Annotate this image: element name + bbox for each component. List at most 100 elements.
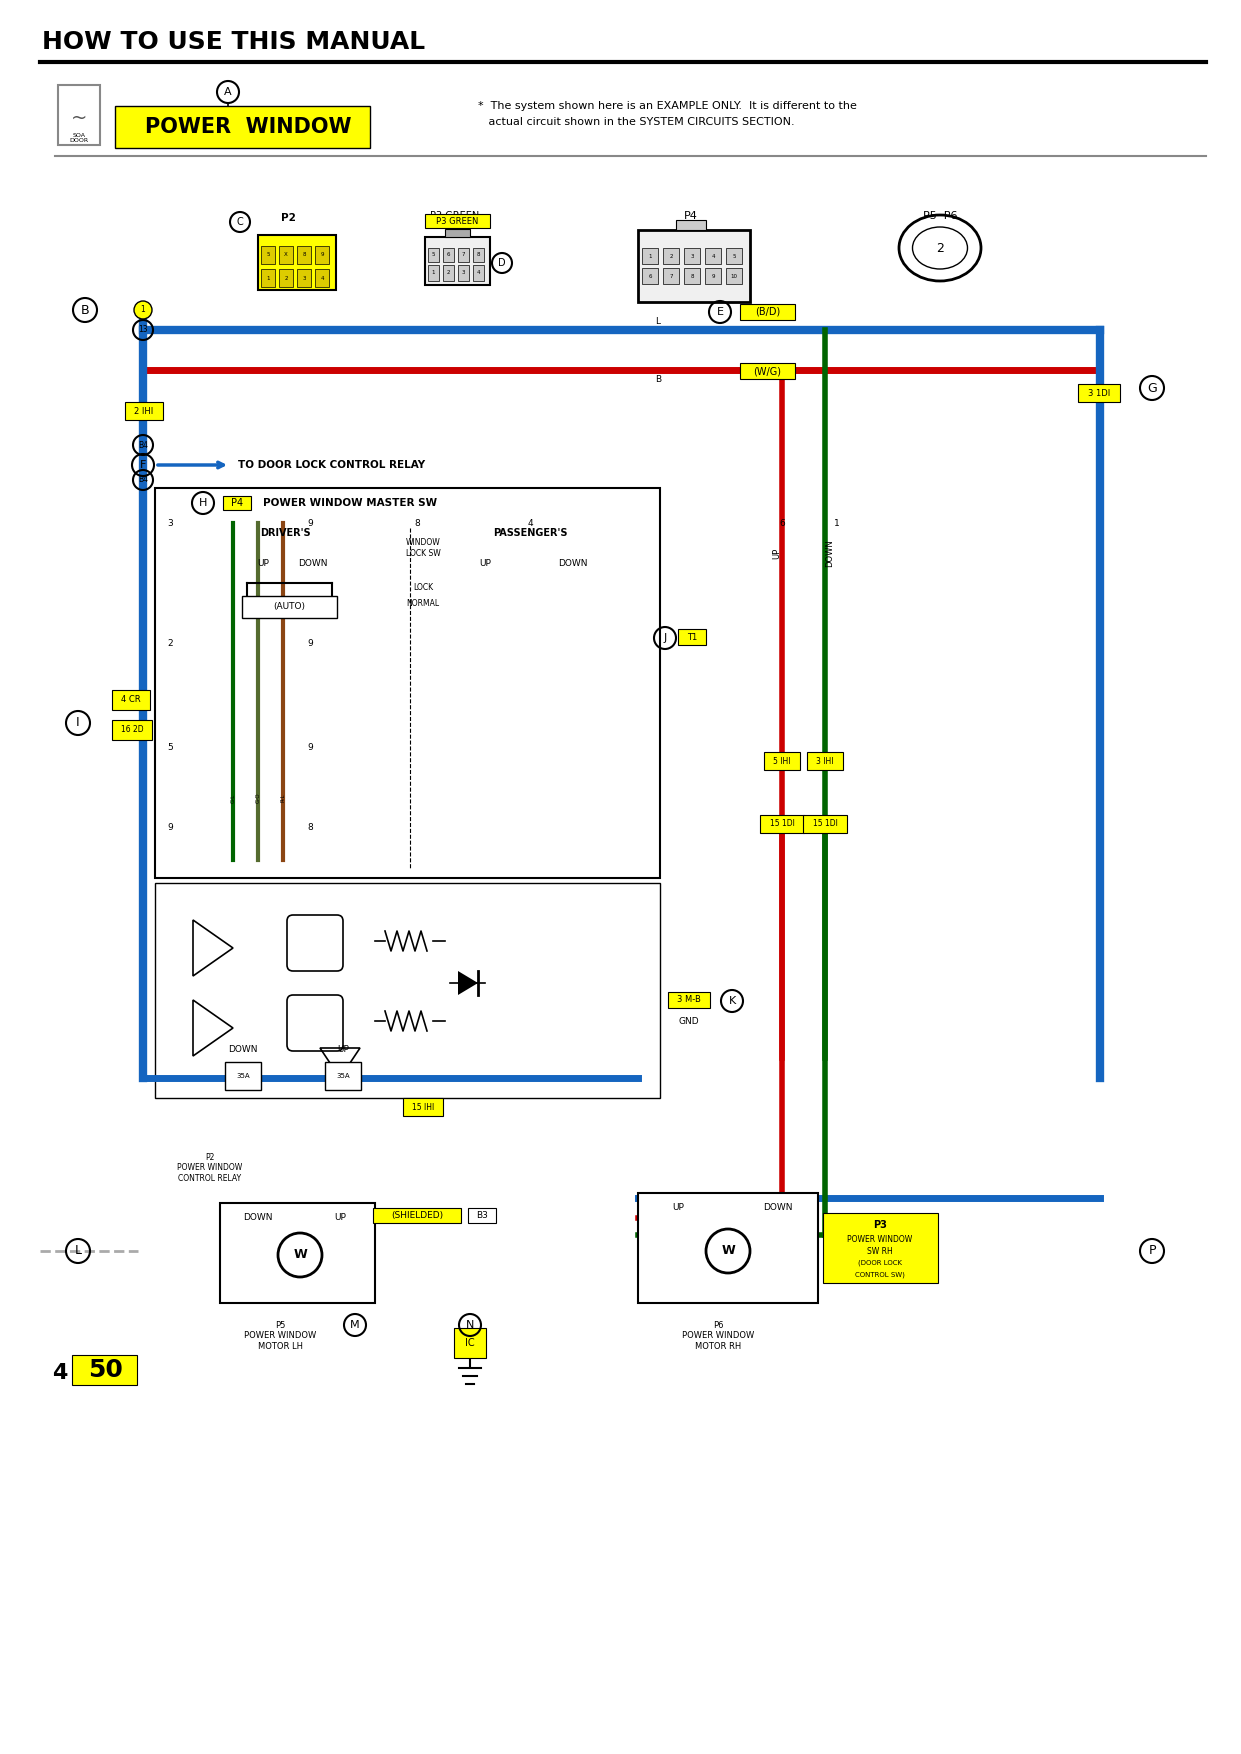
Text: ~: ~ xyxy=(71,109,87,128)
Text: 4: 4 xyxy=(527,519,532,528)
Text: 1: 1 xyxy=(140,305,145,314)
Bar xyxy=(374,1209,460,1223)
Bar xyxy=(115,105,370,147)
Bar xyxy=(454,1328,486,1358)
Text: P3 GREEN: P3 GREEN xyxy=(431,210,479,221)
Text: T1: T1 xyxy=(686,633,697,642)
Text: (AUTO): (AUTO) xyxy=(273,603,305,612)
Bar xyxy=(220,1203,375,1303)
Text: 4 CR: 4 CR xyxy=(122,696,140,705)
Text: 4: 4 xyxy=(711,254,715,258)
Bar xyxy=(261,268,276,288)
Text: 2: 2 xyxy=(669,254,673,258)
Text: UP: UP xyxy=(334,1214,346,1223)
Text: TO DOOR LOCK CONTROL RELAY: TO DOOR LOCK CONTROL RELAY xyxy=(238,460,426,470)
Bar xyxy=(155,882,660,1098)
Text: C: C xyxy=(237,217,243,226)
Text: 1: 1 xyxy=(834,519,840,528)
Bar xyxy=(258,235,336,289)
FancyBboxPatch shape xyxy=(287,916,343,972)
Bar xyxy=(668,993,710,1009)
Bar xyxy=(705,268,721,284)
Text: J: J xyxy=(664,633,666,644)
Text: (W/G): (W/G) xyxy=(753,367,782,375)
Bar xyxy=(279,268,293,288)
Text: (B/D): (B/D) xyxy=(755,307,781,317)
Text: B: B xyxy=(655,375,661,384)
Text: 4: 4 xyxy=(52,1363,67,1382)
Text: 8: 8 xyxy=(414,519,419,528)
Bar xyxy=(803,816,848,833)
Text: PASSENGER'S: PASSENGER'S xyxy=(493,528,567,538)
Text: B: B xyxy=(81,303,89,316)
Bar xyxy=(740,303,795,319)
Text: POWER  WINDOW: POWER WINDOW xyxy=(145,118,351,137)
Text: N: N xyxy=(465,1321,474,1330)
Bar xyxy=(726,268,742,284)
Bar xyxy=(428,265,439,281)
Text: DOWN: DOWN xyxy=(763,1203,793,1212)
Bar xyxy=(279,246,293,265)
Text: 6: 6 xyxy=(779,519,784,528)
Text: P4: P4 xyxy=(684,210,697,221)
Bar xyxy=(638,230,750,302)
Text: P5
POWER WINDOW
MOTOR LH: P5 POWER WINDOW MOTOR LH xyxy=(244,1321,316,1351)
Text: G-O: G-O xyxy=(256,793,261,803)
Text: UP: UP xyxy=(257,558,269,568)
Text: POWER WINDOW MASTER SW: POWER WINDOW MASTER SW xyxy=(263,498,437,509)
Text: 3 IHI: 3 IHI xyxy=(817,756,834,765)
Text: 5: 5 xyxy=(432,253,434,258)
Bar xyxy=(458,265,469,281)
Bar xyxy=(155,488,660,879)
Bar xyxy=(684,247,700,265)
Bar xyxy=(638,1193,818,1303)
Text: 4: 4 xyxy=(320,275,324,281)
Text: 4: 4 xyxy=(477,270,480,275)
Text: A: A xyxy=(225,88,232,96)
Text: WINDOW
LOCK SW: WINDOW LOCK SW xyxy=(406,538,441,558)
Bar xyxy=(473,265,484,281)
Text: UP: UP xyxy=(772,547,782,558)
Bar xyxy=(473,247,484,261)
Text: DOWN: DOWN xyxy=(228,1045,258,1054)
Text: 3 1DI: 3 1DI xyxy=(1088,388,1111,398)
Bar xyxy=(297,268,311,288)
Text: 8: 8 xyxy=(477,253,480,258)
Text: 9: 9 xyxy=(320,253,324,258)
Text: 8: 8 xyxy=(690,274,694,279)
Text: DOWN: DOWN xyxy=(243,1214,273,1223)
Text: P4: P4 xyxy=(231,498,243,509)
Text: P2
POWER WINDOW
CONTROL RELAY: P2 POWER WINDOW CONTROL RELAY xyxy=(177,1152,243,1182)
Text: 9: 9 xyxy=(307,519,313,528)
Text: B4: B4 xyxy=(138,475,148,484)
Text: UP: UP xyxy=(338,1045,349,1054)
Text: *  The system shown here is an EXAMPLE ONLY.  It is different to the: * The system shown here is an EXAMPLE ON… xyxy=(478,102,856,111)
Text: 1: 1 xyxy=(267,275,269,281)
Text: 15 1DI: 15 1DI xyxy=(769,819,794,828)
Text: 10: 10 xyxy=(731,274,737,279)
Text: G-L: G-L xyxy=(231,793,236,803)
Text: P6
POWER WINDOW
MOTOR RH: P6 POWER WINDOW MOTOR RH xyxy=(681,1321,755,1351)
Bar xyxy=(663,247,679,265)
Text: P3 GREEN: P3 GREEN xyxy=(437,216,479,226)
Text: P5  P6: P5 P6 xyxy=(923,210,957,221)
Text: B4: B4 xyxy=(138,440,148,449)
Text: L: L xyxy=(74,1245,82,1258)
Bar xyxy=(1078,384,1119,402)
Bar xyxy=(403,1098,443,1116)
Text: 8: 8 xyxy=(303,253,305,258)
Bar xyxy=(705,247,721,265)
Bar xyxy=(424,214,490,228)
Bar xyxy=(315,268,329,288)
Text: 9: 9 xyxy=(307,638,313,647)
Bar xyxy=(58,84,101,146)
Text: 5: 5 xyxy=(168,744,172,752)
Text: X: X xyxy=(284,253,288,258)
Text: DOWN: DOWN xyxy=(298,558,328,568)
Bar xyxy=(428,247,439,261)
Text: 9: 9 xyxy=(307,744,313,752)
Bar xyxy=(684,268,700,284)
Bar xyxy=(242,596,338,617)
Text: 9: 9 xyxy=(168,823,172,833)
Text: 2: 2 xyxy=(284,275,288,281)
